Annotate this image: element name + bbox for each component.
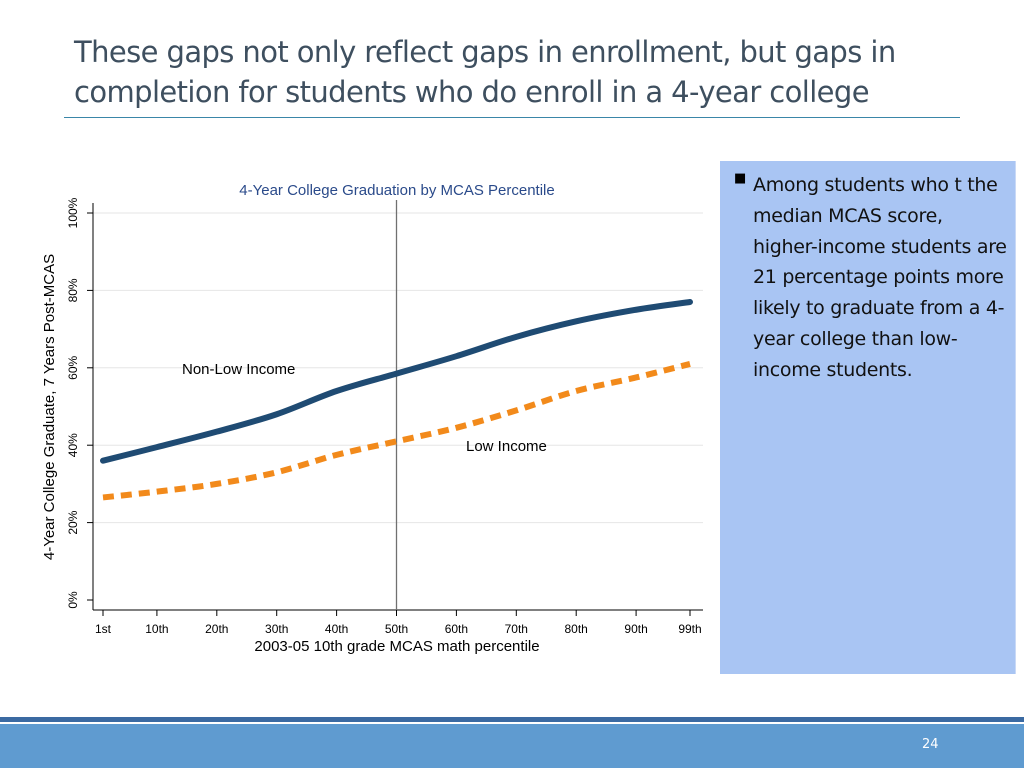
series-lines <box>100 299 693 501</box>
x-tick-label: 30th <box>265 622 288 636</box>
y-axis-title: 4-Year College Graduate, 7 Years Post-MC… <box>41 254 58 560</box>
y-tick-label: 100% <box>66 197 80 228</box>
y-tick-label: 80% <box>66 278 80 302</box>
x-tick-label: 80th <box>565 622 588 636</box>
axes <box>87 200 703 616</box>
footer-divider <box>0 717 1024 722</box>
x-tick-label: 20th <box>205 622 228 636</box>
x-tick-label: 99th <box>678 622 701 636</box>
slide-number: 24 <box>922 737 939 752</box>
y-tick-label: 0% <box>66 591 80 609</box>
x-tick-label: 60th <box>445 622 468 636</box>
tick-labels: 0% 20% 40% 60% 80% 100% 1st 10th 20th 30th 40th 50t… <box>66 197 702 636</box>
y-tick-label: 40% <box>66 433 80 457</box>
chart-title: 4-Year College Graduation by MCAS Percen… <box>239 182 554 199</box>
series-line-low-income <box>102 361 691 501</box>
callout-text: Among students who t the median MCAS sco… <box>753 174 1007 381</box>
x-tick-label: 40th <box>325 622 348 636</box>
x-tick-label: 70th <box>505 622 528 636</box>
series-label-low-income: Low Income <box>466 438 547 455</box>
x-tick-label: 10th <box>145 622 168 636</box>
x-tick-label: 1st <box>95 622 112 636</box>
footer-bar <box>0 724 1024 768</box>
square-bullet-icon: ■ <box>734 171 747 186</box>
plot-background <box>93 198 703 610</box>
x-tick-label: 90th <box>624 622 647 636</box>
callout-panel: ■ Among students who t the median MCAS s… <box>720 161 1016 674</box>
x-axis-title: 2003-05 10th grade MCAS math percentile <box>254 638 539 655</box>
y-tick-label: 20% <box>66 510 80 534</box>
series-line-non-low-income <box>100 299 693 464</box>
title-divider <box>64 117 960 118</box>
x-tick-label: 50th <box>385 622 408 636</box>
y-tick-label: 60% <box>66 355 80 379</box>
series-label-non-low-income: Non-Low Income <box>182 361 295 378</box>
grid-lines <box>93 212 703 524</box>
slide-title: These gaps not only reflect gaps in enro… <box>74 35 896 109</box>
